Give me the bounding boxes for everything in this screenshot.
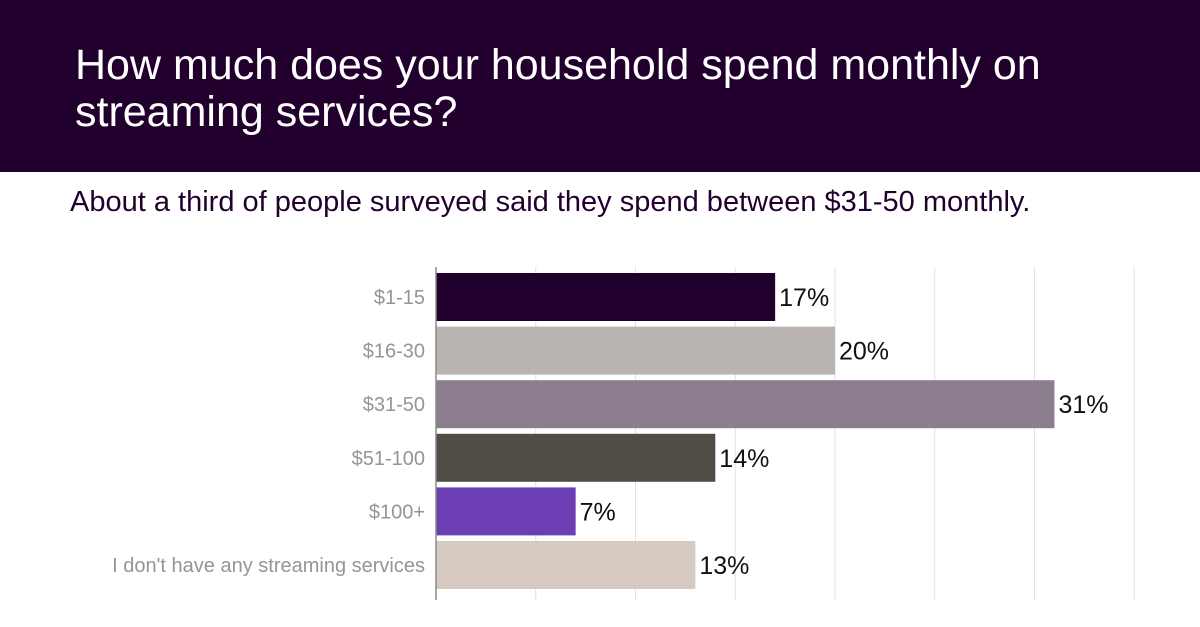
chart-title: How much does your household spend month…: [75, 41, 1041, 136]
bar: [436, 326, 835, 375]
category-label: $100+: [369, 501, 425, 523]
data-label: 13%: [699, 552, 749, 580]
bar: [436, 541, 696, 589]
bars: [436, 273, 1055, 589]
category-label: $31-50: [363, 394, 425, 416]
chart-subtitle: About a third of people surveyed said th…: [70, 186, 1031, 218]
bar: [436, 433, 716, 482]
data-label: 17%: [779, 284, 829, 312]
data-label: 20%: [839, 338, 889, 366]
category-label: $1-15: [374, 287, 425, 309]
header-banner: How much does your household spend month…: [0, 0, 1200, 172]
category-labels: $1-15 $16-30 $31-50 $51-100 $100+ I don't hav…: [112, 287, 425, 577]
bar: [436, 380, 1055, 429]
data-label: 31%: [1058, 391, 1108, 419]
category-label: $51-100: [352, 448, 425, 470]
category-label: I don't have any streaming services: [112, 555, 425, 577]
value-labels: 17% 20% 31% 14% 7% 13%: [580, 284, 1109, 580]
category-label: $16-30: [363, 341, 425, 363]
data-label: 7%: [580, 498, 616, 526]
data-label: 14%: [719, 445, 769, 473]
bar: [436, 487, 576, 536]
bar: [436, 273, 776, 321]
